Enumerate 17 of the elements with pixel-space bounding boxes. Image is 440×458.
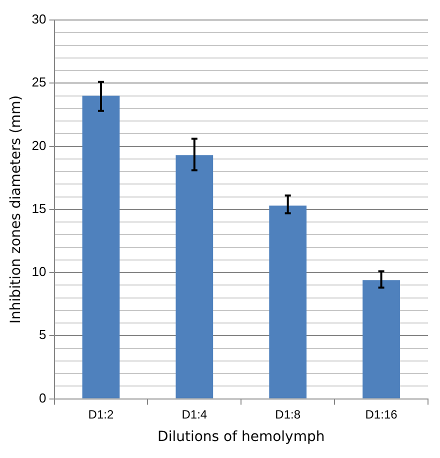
y-tick-label: 0 <box>39 390 46 406</box>
x-tick-label: D1:8 <box>275 407 301 422</box>
bar <box>176 155 214 398</box>
y-tick-label: 15 <box>32 200 46 216</box>
x-tick-label: D1:4 <box>182 407 208 422</box>
x-tick-label: D1:2 <box>88 407 114 422</box>
y-tick-label: 10 <box>32 264 46 280</box>
bar <box>269 206 307 398</box>
y-tick-label: 30 <box>32 12 46 27</box>
y-tick-label: 25 <box>32 74 46 90</box>
bar <box>82 96 120 398</box>
x-tick-label: D1:16 <box>365 407 398 422</box>
y-tick-label: 5 <box>39 327 46 342</box>
y-axis-title: Inhibition zones diameters (mm) <box>8 95 24 324</box>
x-axis-title: Dilutions of hemolymph <box>158 429 325 446</box>
y-tick-label: 20 <box>32 138 46 153</box>
bar <box>362 280 400 398</box>
